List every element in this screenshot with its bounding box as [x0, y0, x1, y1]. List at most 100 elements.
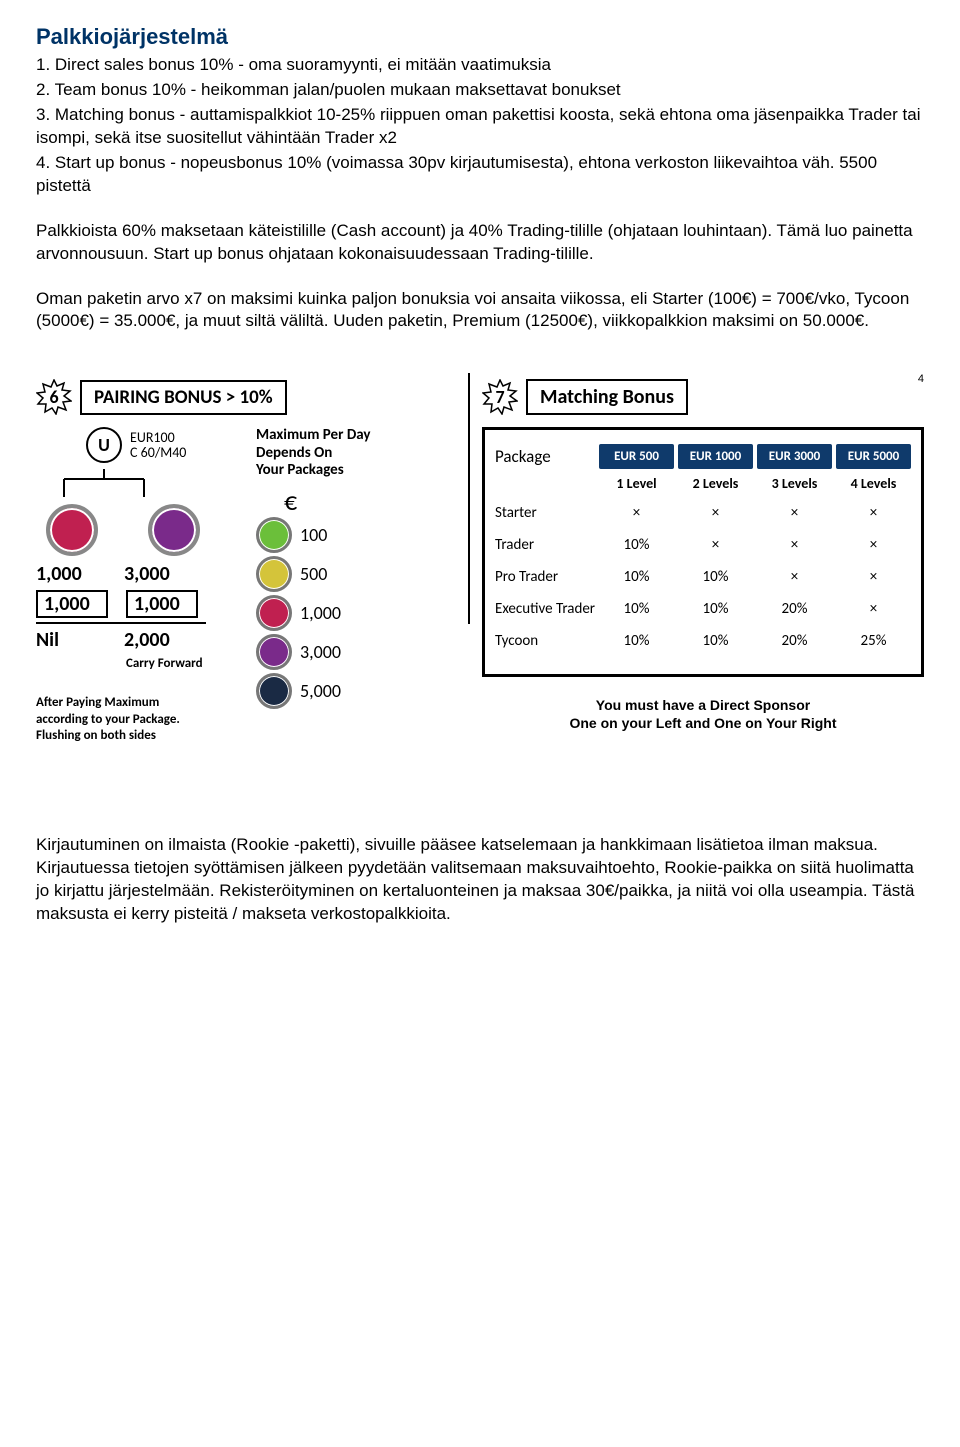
right-leg-coin: [148, 504, 200, 556]
package-amount: 1,000: [300, 602, 341, 624]
package-label: Package: [495, 446, 595, 467]
matching-bonus-panel: 7 Matching Bonus Package EUR 500 EUR 100…: [482, 379, 924, 744]
tier-header: EUR 1000: [678, 444, 753, 469]
title-line: Depends On: [256, 445, 456, 462]
row-label: Starter: [495, 505, 595, 522]
pairing-bonus-panel: 6 PAIRING BONUS > 10% U EUR100 C 60/M40: [36, 379, 456, 744]
paragraph-maximums: Oman paketin arvo x7 on maksimi kuinka p…: [36, 288, 924, 334]
user-ratio: C 60/M40: [130, 445, 186, 460]
diagrams-row: 4 6 PAIRING BONUS > 10% U EUR100 C 60/M4…: [36, 379, 924, 744]
table-row: Trader10%×××: [495, 536, 911, 554]
package-row: 100: [256, 517, 456, 553]
page-number: 4: [918, 373, 924, 385]
carry-forward-label: Carry Forward: [126, 656, 236, 671]
badge-number: 6: [49, 386, 58, 408]
table-cell: ×: [836, 536, 911, 554]
vertical-divider: [468, 373, 470, 624]
list-item: 1. Direct sales bonus 10% - oma suoramyy…: [36, 54, 924, 77]
euro-sign-icon: €: [284, 485, 456, 517]
tree-lines: [36, 469, 196, 499]
max-per-day-title: Maximum Per Day Depends On Your Packages: [256, 427, 456, 479]
table-cell: ×: [757, 568, 832, 586]
note-line: Flushing on both sides: [36, 728, 236, 744]
list-item: 3. Matching bonus - auttamispalkkiot 10-…: [36, 104, 924, 150]
table-cell: 20%: [757, 632, 832, 650]
tier-header: EUR 5000: [836, 444, 911, 469]
table-cell: ×: [757, 504, 832, 522]
table-cell: ×: [836, 568, 911, 586]
grid-cell: 1,000: [36, 562, 106, 586]
note-line: according to your Package.: [36, 712, 236, 728]
package-coin-icon: [256, 595, 292, 631]
title-line: Maximum Per Day: [256, 427, 456, 444]
package-coin-icon: [256, 517, 292, 553]
list-item: 4. Start up bonus - nopeusbonus 10% (voi…: [36, 152, 924, 198]
table-cell: 25%: [836, 632, 911, 650]
starburst-icon: 7: [482, 379, 518, 415]
table-row: Starter××××: [495, 504, 911, 522]
row-label: Pro Trader: [495, 569, 595, 586]
table-row: Pro Trader10%10%××: [495, 568, 911, 586]
tier-header: EUR 3000: [757, 444, 832, 469]
row-label: Tycoon: [495, 633, 595, 650]
package-amount: 100: [300, 524, 327, 546]
note-line: One on your Left and One on Your Right: [482, 715, 924, 733]
sponsor-note: You must have a Direct Sponsor One on yo…: [482, 697, 924, 732]
tier-level: 2 Levels: [678, 475, 753, 492]
package-row: 3,000: [256, 634, 456, 670]
matching-title: Matching Bonus: [526, 379, 688, 415]
badge-number: 7: [495, 386, 504, 408]
starburst-icon: 6: [36, 379, 72, 415]
table-cell: ×: [836, 504, 911, 522]
table-cell: 10%: [599, 568, 674, 586]
row-label: Trader: [495, 537, 595, 554]
tier-level: 4 Levels: [836, 475, 911, 492]
grid-cell-nil: Nil: [36, 628, 106, 652]
grid-cell-boxed: 1,000: [36, 590, 108, 618]
package-coin-icon: [256, 634, 292, 670]
table-cell: ×: [599, 504, 674, 522]
package-amount-list: 100 500 1,000 3,000 5,000: [256, 517, 456, 709]
table-row: Tycoon10%10%20%25%: [495, 632, 911, 650]
table-cell: 10%: [678, 568, 753, 586]
package-amount: 500: [300, 563, 327, 585]
user-eur: EUR100: [130, 430, 186, 445]
table-cell: 10%: [678, 632, 753, 650]
table-row: Executive Trader10%10%20%×: [495, 600, 911, 618]
row-label: Executive Trader: [495, 601, 595, 618]
table-cell: ×: [757, 536, 832, 554]
tier-level: 1 Level: [599, 475, 674, 492]
package-row: 500: [256, 556, 456, 592]
paragraph-registration: Kirjautuminen on ilmaista (Rookie -paket…: [36, 834, 924, 926]
package-row: 1,000: [256, 595, 456, 631]
pairing-title: PAIRING BONUS > 10%: [80, 380, 287, 415]
tier-level: 3 Levels: [757, 475, 832, 492]
pairing-values: 1,000 3,000 1,000 1,000 Nil 2,000 Carry …: [36, 562, 236, 671]
grid-cell: 2,000: [124, 628, 194, 652]
paragraph-payout: Palkkioista 60% maksetaan käteistilille …: [36, 220, 924, 266]
package-row: 5,000: [256, 673, 456, 709]
table-cell: ×: [678, 536, 753, 554]
list-item: 2. Team bonus 10% - heikomman jalan/puol…: [36, 79, 924, 102]
note-line: After Paying Maximum: [36, 695, 236, 711]
table-cell: 10%: [599, 536, 674, 554]
package-coin-icon: [256, 556, 292, 592]
package-coin-icon: [256, 673, 292, 709]
grid-cell: 3,000: [124, 562, 194, 586]
note-line: You must have a Direct Sponsor: [482, 697, 924, 715]
flushing-note: After Paying Maximum according to your P…: [36, 695, 236, 744]
package-amount: 5,000: [300, 680, 341, 702]
user-node: U: [86, 427, 122, 463]
table-cell: 20%: [757, 600, 832, 618]
table-cell: ×: [678, 504, 753, 522]
left-leg-coin: [46, 504, 98, 556]
matching-table: Package EUR 500 EUR 1000 EUR 3000 EUR 50…: [482, 427, 924, 677]
title-line: Your Packages: [256, 462, 456, 479]
tier-header: EUR 500: [599, 444, 674, 469]
grid-cell-boxed: 1,000: [126, 590, 198, 618]
table-cell: ×: [836, 600, 911, 618]
bonus-list: 1. Direct sales bonus 10% - oma suoramyy…: [36, 54, 924, 198]
page-title: Palkkiojärjestelmä: [36, 24, 924, 50]
package-amount: 3,000: [300, 641, 341, 663]
user-node-caption: EUR100 C 60/M40: [130, 430, 186, 461]
